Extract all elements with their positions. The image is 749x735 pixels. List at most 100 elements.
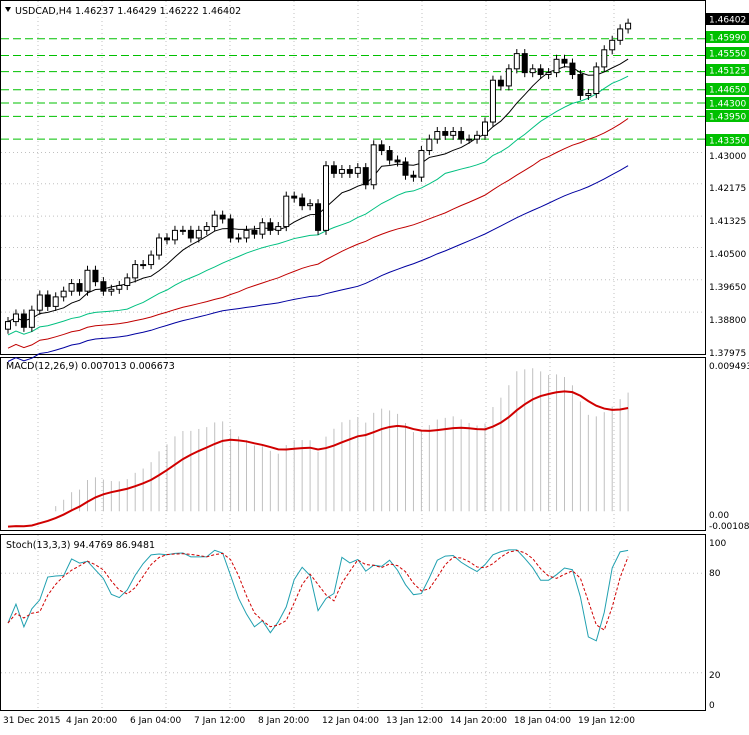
horizontal-levels — [1, 38, 705, 140]
time-axis: 31 Dec 2015 4 Jan 20:00 6 Jan 04:00 7 Ja… — [3, 716, 635, 726]
level-tag-box — [706, 83, 749, 95]
candle-body — [275, 226, 282, 231]
candle-body — [402, 161, 409, 176]
candle-body — [386, 150, 393, 161]
candle-body — [609, 39, 616, 51]
candle-body — [338, 169, 345, 174]
candle-body — [28, 309, 35, 328]
level-tag-box — [706, 110, 749, 122]
level-tag: 1.43350 — [709, 137, 746, 147]
dropdown-triangle-icon — [5, 7, 11, 12]
candle-body — [44, 294, 51, 307]
candle-body — [12, 313, 19, 323]
candle-body — [60, 290, 67, 298]
macd-tick: 0.00 — [709, 511, 729, 521]
candle-body — [52, 296, 59, 307]
candle-body — [323, 165, 329, 231]
level-tag: 1.45125 — [709, 67, 746, 77]
candle-body — [179, 229, 186, 232]
candle-body — [219, 214, 226, 220]
price-tick: 1.41325 — [709, 217, 746, 227]
price-tick: 1.43000 — [709, 152, 746, 162]
level-tag: 1.44650 — [709, 86, 746, 96]
candle-body — [434, 131, 441, 140]
price-header: USDCAD,H4 1.46237 1.46429 1.46222 1.4640… — [5, 6, 241, 17]
candle-body — [243, 229, 250, 239]
candle-body — [124, 277, 131, 286]
time-tick: 14 Jan 20:00 — [450, 716, 507, 726]
candle-body — [84, 269, 91, 292]
candle-body — [450, 131, 457, 136]
candle-body — [442, 131, 449, 136]
candle-body — [140, 264, 147, 267]
stoch-panel-header: Stoch(13,3,3) 94.4769 86.9481 — [6, 540, 155, 551]
moving-average-line — [7, 118, 629, 349]
level-tag-box — [706, 134, 749, 146]
level-tag-box — [706, 47, 749, 59]
candle-body — [529, 68, 536, 74]
candle-body — [617, 28, 624, 41]
price-tick: 1.37975 — [709, 349, 746, 359]
candle-body — [545, 72, 552, 76]
candle-body — [227, 218, 234, 239]
candle-body — [497, 79, 504, 87]
stoch-signal-line — [7, 549, 629, 631]
stoch-tick: 100 — [709, 539, 726, 549]
level-tag: 1.45990 — [709, 34, 746, 44]
candle-body — [394, 159, 401, 163]
grid — [1, 1, 705, 710]
candle-body — [307, 203, 314, 207]
candle-body — [561, 58, 568, 64]
candle-body — [458, 131, 465, 140]
candle-body — [171, 229, 178, 241]
candle-body — [577, 74, 584, 96]
candles — [5, 18, 632, 334]
stoch-tick: 80 — [709, 569, 721, 579]
candle-body — [148, 254, 155, 266]
price-panel-header: USDCAD,H4 1.46237 1.46429 1.46222 1.4640… — [15, 6, 241, 17]
candle-body — [156, 237, 163, 256]
candle-body — [251, 229, 258, 235]
candle-body — [116, 284, 123, 290]
candle-body — [513, 53, 520, 70]
candle-body — [354, 167, 361, 174]
candle-body — [164, 237, 170, 241]
time-tick: 7 Jan 12:00 — [194, 716, 246, 726]
macd-panel-frame — [0, 357, 706, 531]
candle-body — [299, 197, 306, 207]
level-tag-box — [706, 97, 749, 109]
current-price-box — [706, 13, 749, 25]
candle-body — [36, 294, 43, 311]
price-panel-frame — [0, 0, 706, 355]
candle-body — [20, 313, 27, 328]
candle-body — [505, 68, 512, 87]
candle-body — [5, 321, 11, 330]
candle-body — [203, 226, 210, 231]
candle-body — [76, 283, 83, 292]
candle-body — [346, 169, 353, 174]
stoch-tick: 0 — [709, 701, 715, 711]
price-tick: 1.39650 — [709, 283, 746, 293]
candle-body — [211, 214, 218, 228]
macd-tick: -0.001085 — [709, 522, 749, 532]
stoch-tick: 20 — [709, 671, 721, 681]
macd-signal-line — [7, 390, 629, 528]
level-tag-box — [706, 31, 749, 43]
price-tick: 1.38800 — [709, 316, 746, 326]
level-tag: 1.44300 — [709, 100, 746, 110]
candle-body — [92, 269, 99, 283]
candle-body — [474, 134, 481, 140]
time-tick: 19 Jan 12:00 — [578, 716, 635, 726]
candle-body — [418, 150, 425, 178]
candle-body — [553, 58, 560, 74]
candle-body — [235, 237, 242, 240]
macd-panel-header: MACD(12,26,9) 0.007013 0.006673 — [6, 361, 175, 372]
candle-body — [378, 144, 385, 152]
candle-body — [489, 79, 496, 123]
level-tag: 1.43950 — [709, 113, 746, 123]
current-price-label: 1.46402 — [709, 16, 746, 26]
stoch-panel-frame — [0, 534, 706, 711]
price-tick: 1.42175 — [709, 184, 746, 194]
